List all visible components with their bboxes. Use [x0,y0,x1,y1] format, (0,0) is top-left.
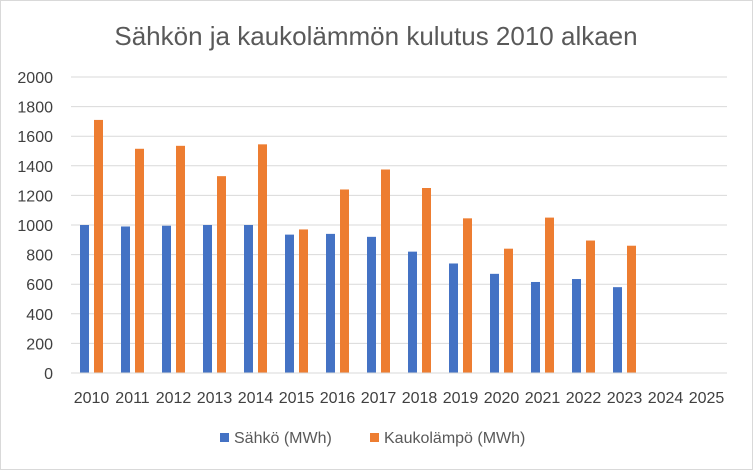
legend-label-1: Kaukolämpö (MWh) [384,430,525,447]
bar-sahko-2010 [80,225,89,373]
bar-kaukolampo-2013 [217,176,226,373]
legend: Sähkö (MWh) Kaukolämpö (MWh) [220,430,525,447]
bar-sahko-2018 [408,251,417,373]
y-tick-label: 1600 [17,129,53,146]
legend-swatch-0 [220,433,229,442]
x-tick-label: 2012 [156,390,192,407]
x-tick-label: 2014 [238,390,274,407]
x-tick-label: 2017 [361,390,397,407]
bar-kaukolampo-2015 [299,229,308,373]
y-tick-label: 1200 [17,188,53,205]
legend-label-0: Sähkö (MWh) [234,430,332,447]
legend-swatch-1 [370,433,379,442]
bar-sahko-2019 [449,263,458,373]
x-tick-label: 2010 [74,390,110,407]
x-tick-label: 2016 [320,390,356,407]
y-tick-label: 1400 [17,159,53,176]
bars [80,119,636,373]
y-tick-label: 1800 [17,100,53,117]
x-tick-label: 2018 [402,390,438,407]
bar-sahko-2017 [367,236,376,373]
bar-kaukolampo-2017 [381,169,390,373]
x-tick-label: 2019 [443,390,479,407]
y-tick-label: 400 [26,307,53,324]
bar-kaukolampo-2020 [504,248,513,373]
x-tick-label: 2023 [607,390,643,407]
chart-title: Sähkön ja kaukolämmön kulutus 2010 alkae… [114,21,637,51]
x-tick-label: 2011 [115,390,150,407]
y-tick-label: 800 [26,248,53,265]
bar-sahko-2023 [613,287,622,373]
bar-sahko-2021 [531,281,540,373]
x-tick-label: 2013 [197,390,233,407]
y-tick-label: 1000 [17,218,53,235]
y-tick-label: 0 [44,366,53,383]
x-tick-label: 2015 [279,390,315,407]
bar-sahko-2013 [203,225,212,373]
bar-sahko-2011 [121,226,130,373]
y-tick-label: 200 [26,336,53,353]
y-tick-label: 2000 [17,70,53,87]
bar-sahko-2022 [572,279,581,373]
bar-sahko-2014 [244,225,253,373]
x-axis-ticks: 2010 2011 2012 2013 2014 2015 2016 2017 2018 2019… [74,390,725,407]
bar-kaukolampo-2021 [545,217,554,373]
bar-kaukolampo-2011 [135,148,144,373]
x-tick-label: 2024 [648,390,684,407]
bar-kaukolampo-2019 [463,218,472,373]
x-tick-label: 2022 [566,390,602,407]
bar-kaukolampo-2010 [94,119,103,373]
x-tick-label: 2020 [484,390,520,407]
bar-sahko-2016 [326,233,335,373]
bar-sahko-2012 [162,225,171,373]
y-tick-label: 600 [26,277,53,294]
y-axis-ticks: 0 200 400 600 800 1000 1200 1400 1600 1800 2000 [17,70,53,383]
bar-kaukolampo-2014 [258,144,267,373]
bar-sahko-2015 [285,234,294,373]
bar-kaukolampo-2022 [586,240,595,373]
bar-sahko-2020 [490,273,499,373]
bar-kaukolampo-2016 [340,189,349,373]
x-tick-label: 2025 [689,390,725,407]
bar-kaukolampo-2018 [422,188,431,373]
bar-kaukolampo-2023 [627,245,636,373]
x-tick-label: 2021 [525,390,561,407]
bar-kaukolampo-2012 [176,145,185,373]
